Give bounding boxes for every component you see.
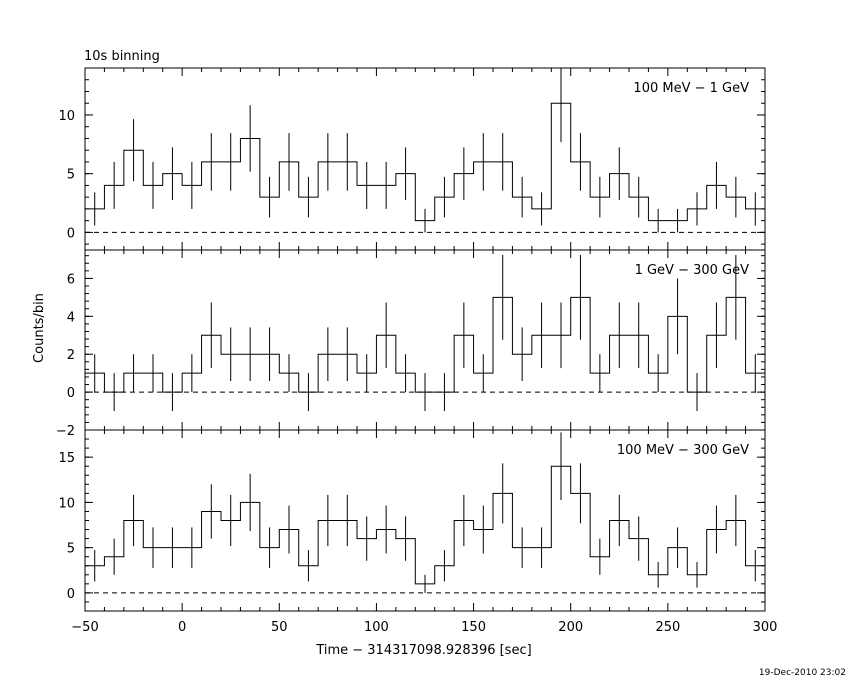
x-tick-label: −50 bbox=[71, 620, 98, 635]
x-tick-label: 100 bbox=[364, 620, 389, 635]
y-tick-label: 4 bbox=[67, 310, 75, 325]
series-step-line bbox=[85, 465, 765, 585]
y-tick-label: 0 bbox=[67, 587, 75, 602]
panel-1: 0 5 10 100 MeV − 1 GeV bbox=[58, 67, 766, 251]
x-tick-label: 0 bbox=[178, 620, 186, 635]
energy-band-label: 100 MeV − 1 GeV bbox=[633, 81, 749, 96]
timestamp: 19-Dec-2010 23:02 bbox=[759, 668, 846, 678]
y-tick-label: −2 bbox=[56, 424, 75, 439]
energy-band-label: 100 MeV − 300 GeV bbox=[617, 443, 749, 458]
y-tick-label: 5 bbox=[67, 168, 75, 183]
y-tick-label: 0 bbox=[67, 226, 75, 241]
y-tick-label: 15 bbox=[58, 451, 75, 466]
series-step-line bbox=[85, 102, 765, 222]
x-tick-label: 50 bbox=[271, 620, 288, 635]
y-tick-label: 0 bbox=[67, 386, 75, 401]
x-axis-label: Time − 314317098.928396 [sec] bbox=[315, 643, 531, 658]
figure-title: 10s binning bbox=[84, 49, 160, 64]
y-tick-label: 10 bbox=[58, 496, 75, 511]
panel-3: 0 5 10 15 100 MeV − 300 GeV −50 0 50 100 150 200 25… bbox=[58, 429, 778, 635]
panel-2: −2 0 2 4 6 1 GeV − 300 GeV bbox=[56, 249, 766, 439]
y-axis-label: Counts/bin bbox=[32, 293, 47, 363]
y-tick-label: 5 bbox=[67, 542, 75, 557]
panels: 0 5 10 100 MeV − 1 GeV −2 0 2 4 6 1 GeV − 300 GeV… bbox=[56, 67, 778, 635]
x-tick-label: 300 bbox=[753, 620, 778, 635]
series-step-line bbox=[85, 296, 765, 393]
y-tick-label: 2 bbox=[67, 348, 75, 363]
x-tick-label: 200 bbox=[558, 620, 583, 635]
y-tick-label: 10 bbox=[58, 109, 75, 124]
x-tick-label: 150 bbox=[461, 620, 486, 635]
energy-band-label: 1 GeV − 300 GeV bbox=[635, 263, 750, 278]
x-tick-label: 250 bbox=[655, 620, 680, 635]
y-tick-label: 6 bbox=[67, 272, 75, 287]
